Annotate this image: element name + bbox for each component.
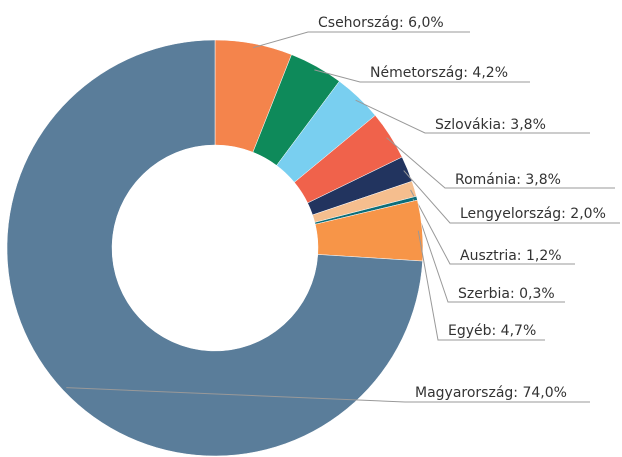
slice-label: Románia: 3,8% (455, 172, 561, 188)
slice-label: Ausztria: 1,2% (460, 248, 562, 264)
leader-line (253, 31, 470, 49)
leader-line (412, 198, 565, 303)
slice-label: Csehország: 6,0% (318, 15, 444, 31)
leader-line (355, 99, 590, 134)
leader-line (403, 170, 620, 224)
slice-label: Egyéb: 4,7% (448, 323, 536, 339)
slice-label: Németország: 4,2% (370, 65, 508, 81)
leader-line (417, 230, 545, 341)
slice (6, 39, 423, 457)
slice-label: Lengyelország: 2,0% (460, 206, 606, 222)
slice-label: Magyarország: 74,0% (415, 385, 567, 401)
slice-label: Szerbia: 0,3% (458, 286, 555, 302)
leader-line (410, 189, 575, 265)
leader-line (66, 387, 590, 403)
slice-label: Szlovákia: 3,8% (435, 117, 546, 133)
leader-line (386, 137, 615, 189)
leader-line (314, 69, 530, 83)
